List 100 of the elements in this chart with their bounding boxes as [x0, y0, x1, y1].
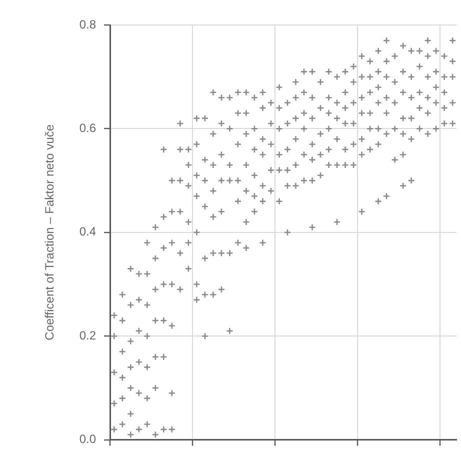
point	[201, 114, 209, 122]
point	[374, 125, 382, 132]
point	[424, 109, 432, 117]
point	[366, 125, 374, 132]
point	[135, 358, 143, 366]
point	[382, 58, 390, 65]
point	[234, 109, 242, 117]
y-tick-label: 0.4	[79, 224, 96, 239]
point	[250, 94, 258, 102]
point	[259, 198, 266, 205]
point	[440, 73, 448, 80]
point	[399, 130, 407, 138]
point	[374, 140, 382, 148]
point	[168, 208, 176, 216]
point	[382, 109, 390, 117]
point	[440, 52, 448, 60]
point	[267, 166, 275, 174]
point	[201, 254, 209, 262]
point	[358, 52, 366, 60]
point	[358, 109, 366, 117]
point	[308, 114, 316, 122]
point	[259, 239, 266, 246]
point	[440, 104, 448, 112]
point	[300, 176, 308, 184]
point	[391, 125, 398, 132]
point	[276, 104, 283, 112]
point	[382, 36, 390, 44]
point	[424, 94, 432, 102]
point	[300, 150, 308, 158]
point	[152, 384, 160, 392]
point	[374, 198, 382, 205]
point	[292, 114, 300, 122]
point	[424, 130, 432, 138]
point	[416, 125, 424, 132]
point	[408, 47, 415, 55]
point	[218, 208, 226, 216]
y-tick-label: 0.0	[79, 432, 96, 446]
point	[259, 135, 266, 143]
point	[382, 192, 390, 200]
point	[152, 286, 160, 294]
point	[399, 42, 407, 50]
point	[218, 150, 226, 158]
point	[382, 130, 390, 138]
point	[118, 290, 126, 298]
point	[325, 68, 332, 76]
point	[416, 104, 424, 112]
point	[234, 176, 242, 184]
point	[308, 224, 316, 231]
point	[448, 58, 456, 65]
point	[168, 322, 176, 330]
point	[168, 280, 176, 288]
point	[152, 224, 160, 231]
point	[168, 176, 176, 184]
point	[168, 239, 176, 246]
point	[416, 88, 424, 96]
point	[143, 270, 151, 278]
point	[201, 202, 209, 210]
point	[143, 239, 151, 246]
point	[374, 47, 382, 55]
point	[201, 290, 209, 298]
point	[210, 290, 217, 298]
point	[242, 244, 250, 252]
point	[399, 150, 407, 158]
point	[391, 156, 398, 164]
point	[342, 104, 349, 112]
point	[176, 249, 184, 257]
point	[292, 94, 300, 102]
point	[110, 368, 118, 376]
point	[408, 94, 415, 102]
point	[218, 176, 226, 184]
point	[160, 426, 168, 434]
point	[308, 140, 316, 148]
point	[259, 104, 266, 112]
point	[358, 208, 366, 216]
point	[201, 176, 209, 184]
point	[160, 316, 168, 324]
point	[308, 94, 316, 102]
point	[160, 213, 168, 220]
point	[374, 84, 382, 91]
point	[210, 249, 217, 257]
point	[342, 120, 349, 128]
point	[210, 88, 217, 96]
point	[399, 182, 407, 190]
point	[218, 94, 226, 102]
point	[110, 332, 118, 340]
point	[259, 150, 266, 158]
point	[432, 84, 440, 91]
point	[118, 348, 126, 356]
point	[316, 150, 324, 158]
point	[276, 166, 283, 174]
point	[176, 176, 184, 184]
point	[308, 68, 316, 76]
point	[152, 430, 160, 438]
point	[350, 161, 358, 169]
point	[193, 296, 200, 304]
point	[416, 62, 424, 70]
point	[350, 99, 358, 106]
point	[184, 265, 192, 272]
point	[250, 146, 258, 154]
point	[342, 68, 349, 76]
